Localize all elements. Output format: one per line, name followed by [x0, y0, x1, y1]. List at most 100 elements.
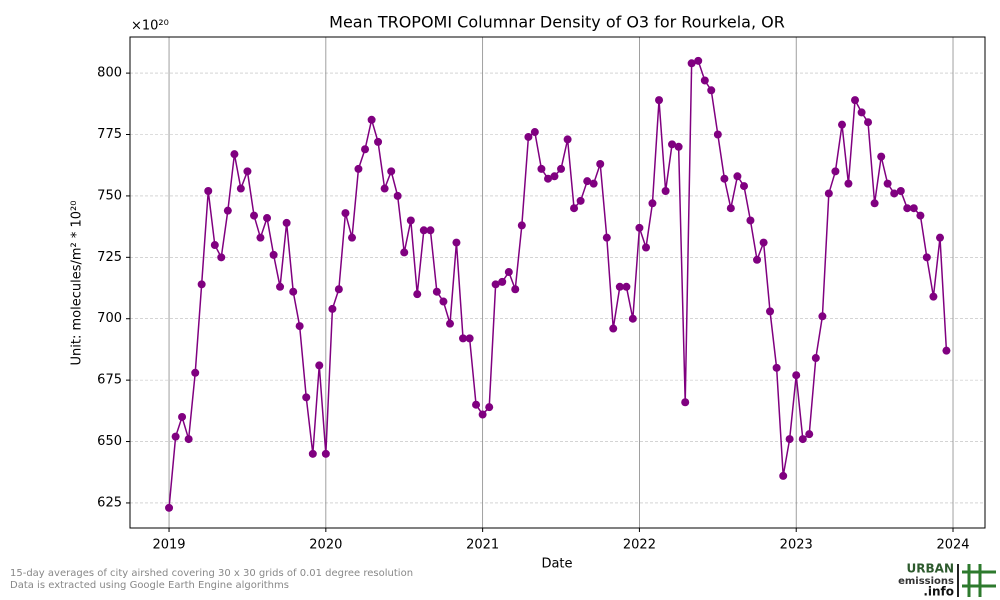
point	[576, 196, 585, 205]
point	[517, 221, 526, 230]
x-tick-label: 2022	[623, 538, 656, 553]
point	[171, 432, 180, 441]
point	[792, 371, 801, 380]
y-tick-label: 675	[97, 373, 122, 388]
point	[282, 218, 291, 227]
point	[681, 398, 690, 407]
point	[236, 184, 245, 193]
point	[838, 120, 847, 129]
point	[583, 177, 592, 186]
point	[831, 167, 840, 176]
point	[491, 280, 500, 289]
point	[851, 96, 860, 105]
point	[753, 255, 762, 264]
point	[263, 214, 272, 223]
point	[165, 503, 174, 512]
point	[511, 285, 520, 294]
point	[857, 108, 866, 117]
point	[348, 233, 357, 242]
logo-text: URBAN	[907, 562, 954, 576]
point	[537, 164, 546, 173]
y-tick-label: 800	[97, 66, 122, 81]
point	[191, 368, 200, 377]
point	[713, 130, 722, 139]
point	[936, 233, 944, 242]
point	[864, 118, 873, 127]
point	[942, 346, 951, 355]
logo-text: .info	[923, 585, 954, 599]
point	[256, 233, 265, 242]
point	[661, 187, 670, 196]
point	[387, 167, 396, 176]
point	[570, 204, 579, 213]
point	[308, 449, 317, 458]
x-tick-label: 2021	[466, 538, 499, 553]
point	[472, 400, 481, 409]
point	[557, 164, 566, 173]
point	[439, 297, 448, 306]
point	[890, 189, 899, 198]
point	[485, 403, 494, 412]
point	[406, 216, 415, 225]
footnote: 15-day averages of city airshed covering…	[10, 568, 413, 579]
point	[478, 410, 487, 419]
point	[628, 314, 637, 323]
point	[413, 290, 422, 299]
point	[805, 430, 814, 439]
point	[615, 282, 624, 291]
y-tick-label: 775	[97, 127, 122, 142]
point	[687, 59, 696, 68]
point	[929, 292, 938, 301]
logo: URBAN emissions .info	[898, 562, 996, 599]
point	[609, 324, 618, 333]
point	[896, 187, 905, 196]
point	[563, 135, 572, 144]
point	[772, 363, 781, 372]
point	[315, 361, 324, 370]
point	[197, 280, 206, 289]
point	[883, 179, 892, 188]
point	[341, 209, 350, 218]
point	[635, 223, 644, 232]
y-tick-label: 700	[97, 311, 122, 326]
point	[289, 287, 298, 296]
point	[785, 435, 794, 444]
logo-icon	[962, 564, 996, 597]
point	[419, 226, 428, 235]
point	[733, 172, 742, 181]
point	[210, 241, 219, 250]
point	[354, 164, 363, 173]
y-axis-label: Unit: molecules/m² * 10²⁰	[70, 201, 85, 366]
point	[446, 319, 455, 328]
point	[877, 152, 886, 161]
point	[217, 253, 226, 262]
x-tick-label: 2023	[780, 538, 813, 553]
point	[746, 216, 755, 225]
point	[367, 115, 376, 124]
point	[668, 140, 677, 149]
point	[648, 199, 657, 208]
point	[589, 179, 598, 188]
plot-frame	[129, 36, 986, 529]
point	[400, 248, 409, 257]
point	[250, 211, 259, 220]
point	[380, 184, 389, 193]
point	[740, 182, 749, 191]
y-tick-label: 625	[97, 495, 122, 510]
point	[602, 233, 611, 242]
point	[779, 471, 788, 480]
point	[909, 204, 918, 213]
point	[328, 304, 337, 313]
point	[759, 238, 768, 247]
point	[465, 334, 474, 343]
point	[334, 285, 343, 294]
point	[720, 174, 729, 183]
point	[903, 204, 912, 213]
logo-text: emissions	[898, 576, 954, 587]
x-tick-label: 2020	[309, 538, 342, 553]
point	[844, 179, 853, 188]
point	[818, 312, 827, 321]
chart-title: Mean TROPOMI Columnar Density of O3 for …	[329, 13, 785, 32]
point	[811, 354, 820, 363]
